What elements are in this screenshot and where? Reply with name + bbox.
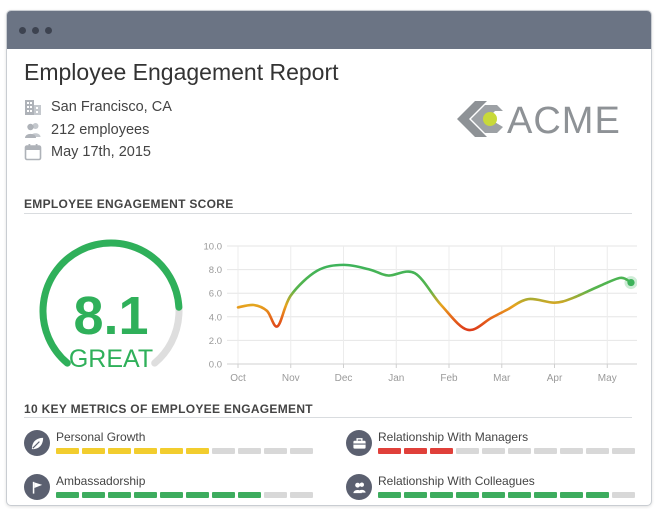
metric-bar-segment bbox=[508, 492, 531, 498]
location-row: San Francisco, CA bbox=[24, 97, 172, 117]
metric-bar-segment bbox=[82, 448, 105, 454]
metric-bar bbox=[56, 492, 313, 498]
metric-bar-segment bbox=[378, 448, 401, 454]
metric-bar-segment bbox=[430, 448, 453, 454]
metric-bar bbox=[378, 448, 635, 454]
metric-bar-segment bbox=[560, 492, 583, 498]
metric-label: Relationship With Colleagues bbox=[378, 474, 535, 488]
window-dot-icon[interactable] bbox=[45, 27, 52, 34]
y-tick-label: 4.0 bbox=[209, 312, 222, 323]
x-tick-label: Mar bbox=[493, 373, 511, 384]
report-window: Employee Engagement Report San Francisco… bbox=[6, 10, 652, 506]
metric-bar-segment bbox=[482, 492, 505, 498]
section-divider bbox=[24, 417, 632, 418]
metric-bar-segment bbox=[456, 448, 479, 454]
y-tick-label: 6.0 bbox=[209, 289, 222, 300]
section-divider bbox=[24, 213, 632, 214]
metric-bar-segment bbox=[482, 448, 505, 454]
metric-bar-segment bbox=[160, 492, 183, 498]
window-titlebar bbox=[7, 11, 651, 49]
metric-bar-segment bbox=[404, 448, 427, 454]
metric-bar-segment bbox=[264, 448, 287, 454]
metric-bar-segment bbox=[186, 448, 209, 454]
calendar-icon bbox=[24, 144, 42, 161]
metric-bar-segment bbox=[456, 492, 479, 498]
people-icon bbox=[346, 474, 372, 500]
score-value: 8.1 bbox=[73, 286, 148, 346]
y-tick-label: 8.0 bbox=[209, 265, 222, 276]
metric-bar-segment bbox=[56, 448, 79, 454]
metric-bar-segment bbox=[612, 448, 635, 454]
metric-bar-segment bbox=[238, 448, 261, 454]
people-icon bbox=[25, 123, 41, 138]
x-tick-label: Jan bbox=[388, 373, 404, 384]
metric-bar-segment bbox=[264, 492, 287, 498]
series-endpoint[interactable] bbox=[627, 278, 635, 287]
metric-bar bbox=[56, 448, 313, 454]
x-tick-label: Dec bbox=[335, 373, 353, 384]
y-tick-label: 10.0 bbox=[204, 242, 223, 253]
page-title: Employee Engagement Report bbox=[24, 59, 339, 85]
metric-bar-segment bbox=[56, 492, 79, 498]
acme-accent-dot bbox=[483, 112, 497, 126]
metric-bar-segment bbox=[238, 492, 261, 498]
series-line bbox=[236, 263, 633, 332]
window-dot-icon[interactable] bbox=[32, 27, 39, 34]
metric-bar-segment bbox=[586, 448, 609, 454]
y-tick-label: 0.0 bbox=[209, 360, 222, 371]
metric-bar-segment bbox=[430, 492, 453, 498]
score-section-title: EMPLOYEE ENGAGEMENT SCORE bbox=[24, 197, 234, 211]
score-gauge: 8.1 GREAT bbox=[39, 239, 183, 373]
metric-label: Relationship With Managers bbox=[378, 430, 529, 444]
window-dot-icon[interactable] bbox=[19, 27, 26, 34]
logo-text: ACME bbox=[507, 100, 621, 142]
y-tick-label: 2.0 bbox=[209, 336, 222, 347]
score-rating: GREAT bbox=[69, 345, 153, 373]
metric-bar-segment bbox=[108, 448, 131, 454]
metric-bar-segment bbox=[186, 492, 209, 498]
gauge-fill bbox=[39, 239, 183, 367]
metric-bar-segment bbox=[534, 448, 557, 454]
engagement-line-chart: 0.0 2.0 4.0 6.0 8.0 10.0 Oct Nov Dec Jan Feb Mar Apr… bbox=[204, 242, 637, 384]
flag-icon bbox=[24, 474, 50, 500]
metric-bar-segment bbox=[212, 492, 235, 498]
metric-bar-segment bbox=[82, 492, 105, 498]
metric-label: Personal Growth bbox=[56, 430, 146, 444]
date-text: May 17th, 2015 bbox=[51, 144, 151, 160]
metric-bar-segment bbox=[612, 492, 635, 498]
x-tick-label: Oct bbox=[230, 373, 246, 384]
metric-bar-segment bbox=[586, 492, 609, 498]
x-tick-label: Feb bbox=[440, 373, 458, 384]
x-tick-label: Nov bbox=[282, 373, 300, 384]
metric-bar-segment bbox=[212, 448, 235, 454]
metric-label: Ambassadorship bbox=[56, 474, 146, 488]
employees-text: 212 employees bbox=[51, 122, 150, 138]
metric-bar-segment bbox=[290, 492, 313, 498]
employees-row: 212 employees bbox=[24, 120, 149, 140]
building-icon bbox=[25, 100, 41, 115]
metric-bar bbox=[378, 492, 635, 498]
metric-bar-segment bbox=[534, 492, 557, 498]
metrics-section-title: 10 KEY METRICS OF EMPLOYEE ENGAGEMENT bbox=[24, 402, 313, 416]
briefcase-icon bbox=[346, 430, 372, 456]
metric-bar-segment bbox=[560, 448, 583, 454]
leaf-icon bbox=[24, 430, 50, 456]
acme-diamond-shape bbox=[457, 101, 487, 137]
x-tick-label: May bbox=[598, 373, 617, 384]
x-tick-label: Apr bbox=[547, 373, 563, 384]
company-logo: ACME bbox=[457, 100, 621, 142]
metric-bar-segment bbox=[108, 492, 131, 498]
metric-bar-segment bbox=[508, 448, 531, 454]
date-row: May 17th, 2015 bbox=[24, 142, 151, 162]
metric-bar-segment bbox=[134, 448, 157, 454]
metric-bar-segment bbox=[404, 492, 427, 498]
location-text: San Francisco, CA bbox=[51, 99, 172, 115]
metric-bar-segment bbox=[160, 448, 183, 454]
metric-bar-segment bbox=[378, 492, 401, 498]
metric-bar-segment bbox=[134, 492, 157, 498]
metric-bar-segment bbox=[290, 448, 313, 454]
